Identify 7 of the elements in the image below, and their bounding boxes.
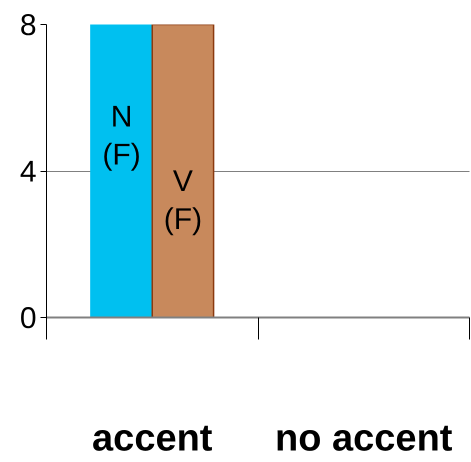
series-label: N (F) <box>102 100 141 172</box>
series-label: V (F) <box>164 164 202 236</box>
y-tick-label: 0 <box>20 302 37 335</box>
x-tick-label: no accent <box>275 418 453 460</box>
y-tick-label: 8 <box>20 9 37 42</box>
y-tick-label: 4 <box>20 156 37 188</box>
x-tick-label: accent <box>92 418 213 460</box>
